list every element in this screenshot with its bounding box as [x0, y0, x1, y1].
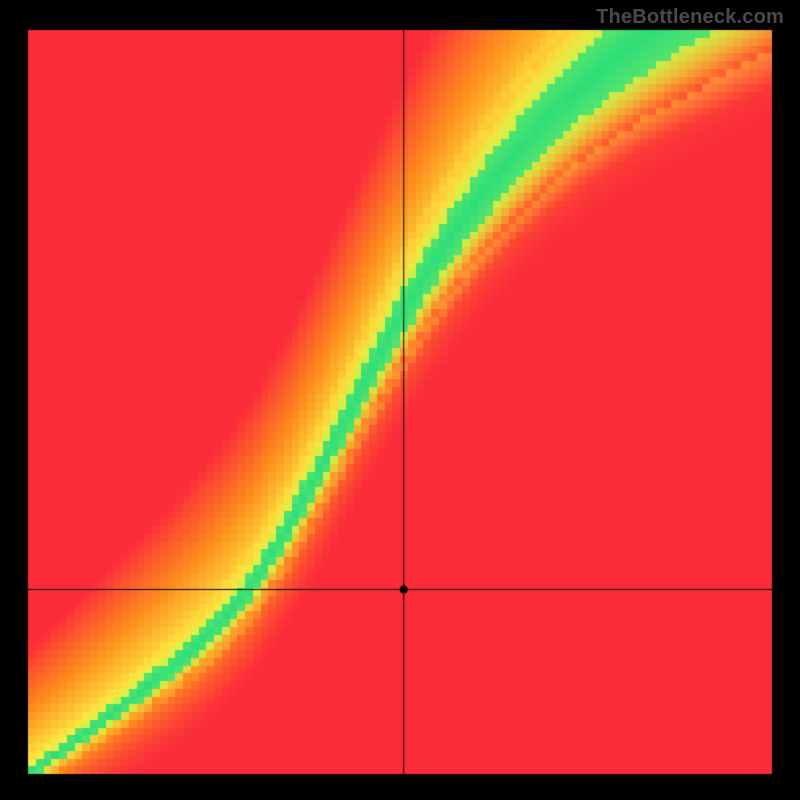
heatmap-chart: [0, 0, 800, 800]
watermark-text: TheBottleneck.com: [596, 6, 784, 29]
